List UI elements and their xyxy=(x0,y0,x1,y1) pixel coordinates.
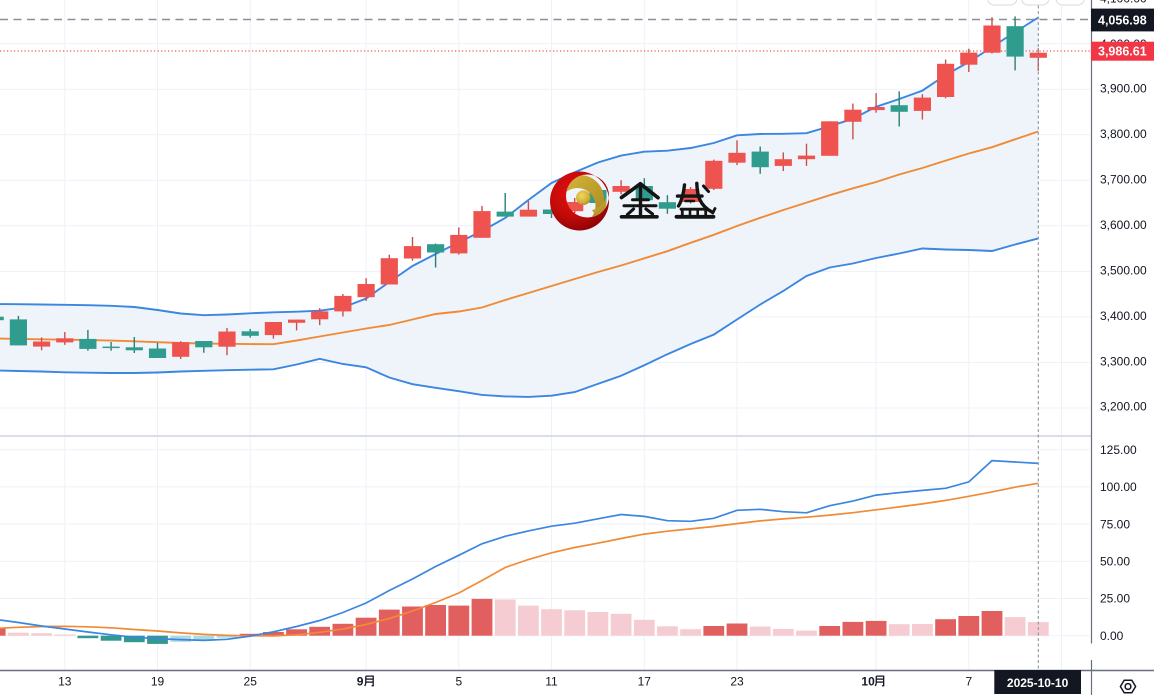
svg-text:3,500.00: 3,500.00 xyxy=(1100,263,1147,277)
svg-text:5: 5 xyxy=(455,675,462,689)
svg-text:3,400.00: 3,400.00 xyxy=(1100,309,1147,323)
svg-text:3,300.00: 3,300.00 xyxy=(1100,354,1147,368)
svg-text:19: 19 xyxy=(151,675,165,689)
svg-text:75.00: 75.00 xyxy=(1100,517,1130,531)
svg-text:25: 25 xyxy=(244,675,258,689)
svg-text:17: 17 xyxy=(638,675,652,689)
svg-text:25.00: 25.00 xyxy=(1100,592,1130,606)
svg-text:4,056.98: 4,056.98 xyxy=(1098,13,1147,27)
svg-text:7: 7 xyxy=(965,675,972,689)
svg-text:50.00: 50.00 xyxy=(1100,555,1130,569)
svg-text:3,986.61: 3,986.61 xyxy=(1098,45,1147,59)
svg-text:11: 11 xyxy=(545,675,558,689)
svg-text:4,100.00: 4,100.00 xyxy=(1100,0,1147,6)
svg-text:10: 10 xyxy=(861,675,875,689)
svg-text:3,900.00: 3,900.00 xyxy=(1100,82,1147,96)
svg-text:3,800.00: 3,800.00 xyxy=(1100,127,1147,141)
svg-text:0.00: 0.00 xyxy=(1100,629,1124,643)
svg-text:125.00: 125.00 xyxy=(1100,443,1137,457)
svg-text:3,200.00: 3,200.00 xyxy=(1100,400,1147,414)
svg-text:3,700.00: 3,700.00 xyxy=(1100,173,1147,187)
svg-text:23: 23 xyxy=(730,675,744,689)
svg-text:9: 9 xyxy=(357,675,364,689)
svg-text:2025-10-10: 2025-10-10 xyxy=(1007,676,1069,690)
svg-text:3,600.00: 3,600.00 xyxy=(1100,218,1147,232)
svg-text:13: 13 xyxy=(58,675,72,689)
svg-text:100.00: 100.00 xyxy=(1100,480,1137,494)
